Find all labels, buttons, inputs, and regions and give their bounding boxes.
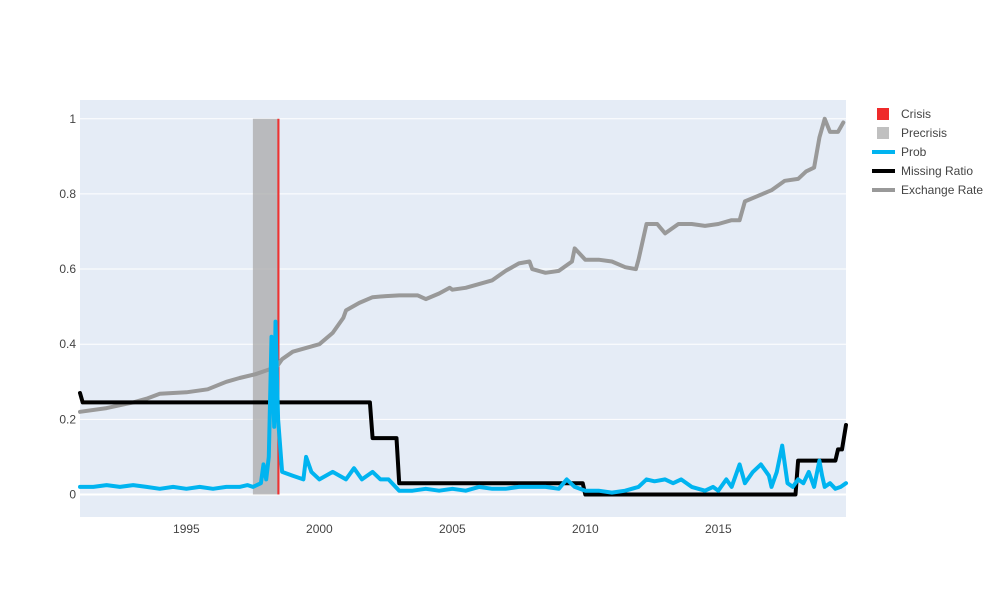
legend-item-exchange-rate[interactable]: Exchange Rate: [872, 183, 983, 197]
y-tick-label: 0: [69, 487, 76, 501]
legend-swatch: [877, 108, 889, 120]
x-tick-label: 2000: [306, 522, 333, 536]
y-tick-label: 0.6: [59, 262, 76, 276]
legend-label: Precrisis: [901, 126, 947, 140]
y-tick-label: 0.4: [59, 337, 76, 351]
y-tick-label: 1: [69, 112, 76, 126]
x-tick-label: 1995: [173, 522, 200, 536]
x-axis-ticks: 1995 2000 2005 2010 2015: [173, 522, 732, 536]
prob-line: [78, 319, 848, 495]
legend-label: Crisis: [901, 107, 931, 121]
shaded-bands: [252, 118, 280, 495]
legend-item-precrisis[interactable]: Precrisis: [877, 126, 947, 140]
y-axis-ticks: 0 0.2 0.4 0.6 0.8 1: [59, 112, 76, 502]
legend-label: Missing Ratio: [901, 164, 973, 178]
plot-background: [80, 100, 846, 517]
legend-item-crisis[interactable]: Crisis: [877, 107, 931, 121]
legend-item-missing-ratio[interactable]: Missing Ratio: [872, 164, 973, 178]
legend[interactable]: Crisis Precrisis Prob Missing Ratio Exchange…: [872, 107, 983, 197]
x-tick-label: 2015: [705, 522, 732, 536]
legend-item-prob[interactable]: Prob: [872, 145, 927, 159]
y-tick-label: 0.2: [59, 412, 76, 426]
crisis-band: [277, 118, 280, 495]
x-tick-label: 2010: [572, 522, 599, 536]
precrisis-band: [252, 118, 280, 495]
x-tick-label: 2005: [439, 522, 466, 536]
y-tick-label: 0.8: [59, 187, 76, 201]
series-lines: [78, 116, 848, 497]
legend-label: Prob: [901, 145, 927, 159]
legend-swatch: [877, 127, 889, 139]
legend-label: Exchange Rate: [901, 183, 983, 197]
